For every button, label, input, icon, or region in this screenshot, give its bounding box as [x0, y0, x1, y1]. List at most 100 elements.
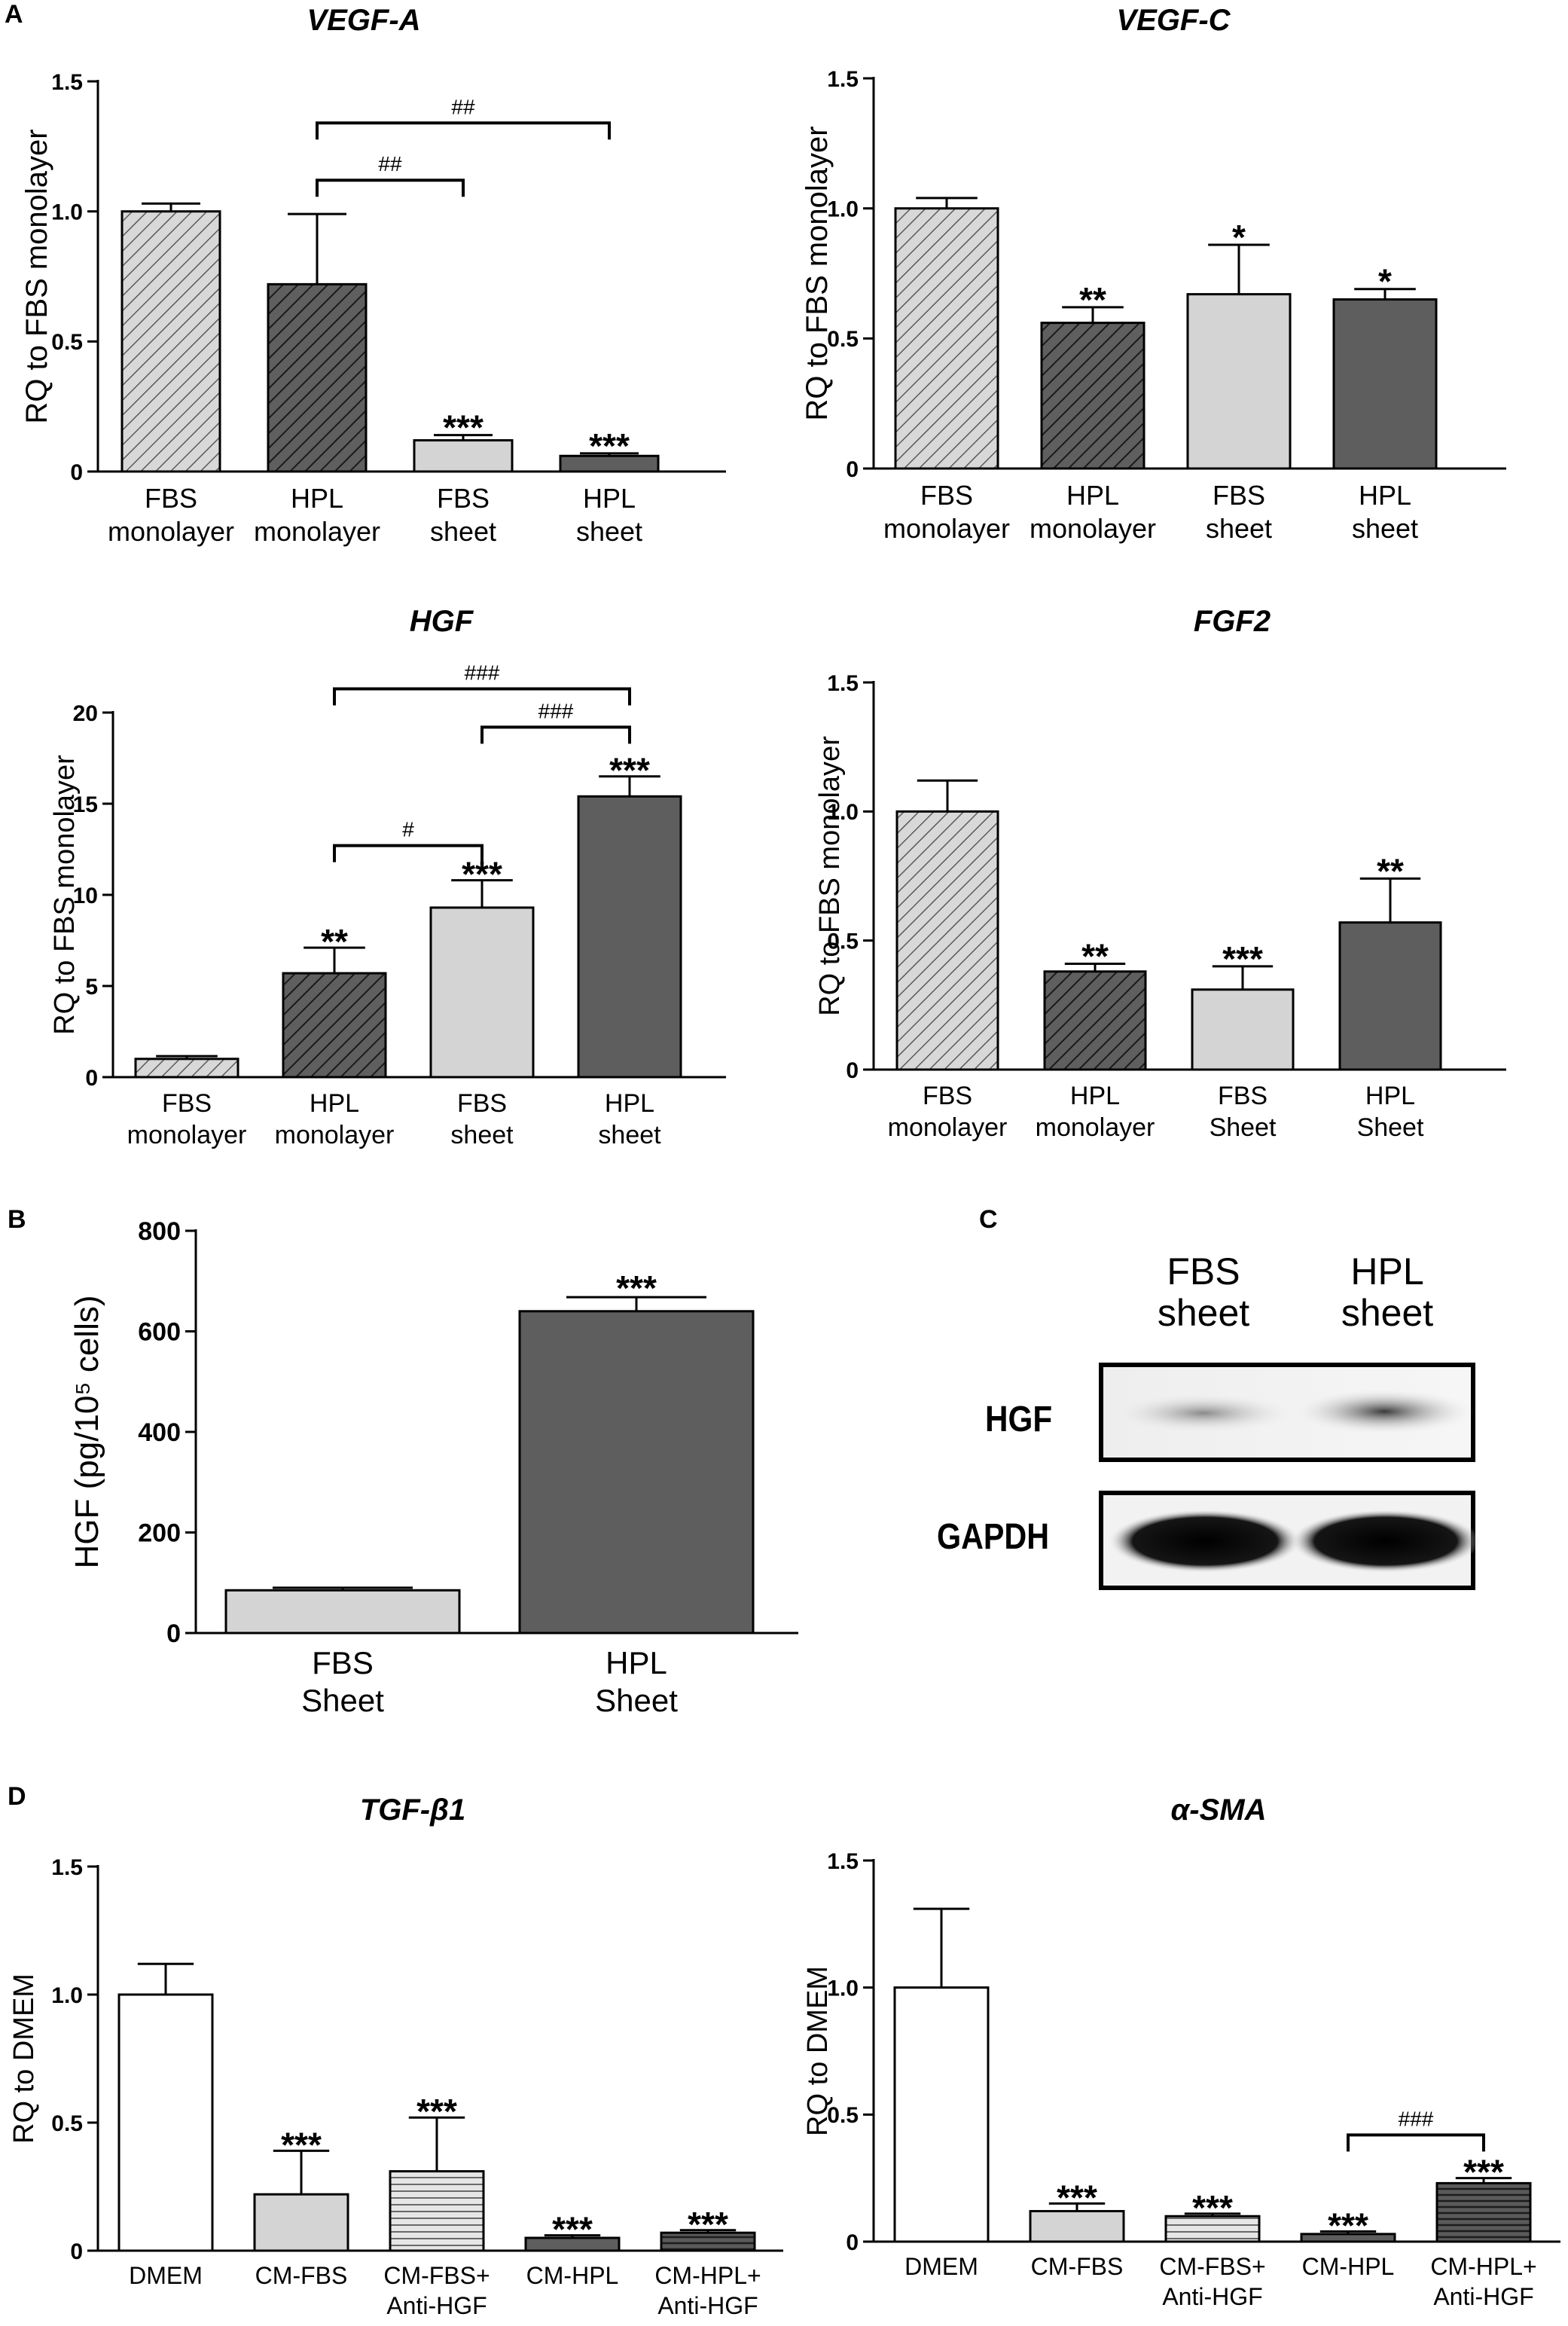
vegfc-category-label: monolayer	[1030, 513, 1156, 544]
hgf-title: HGF	[410, 605, 474, 638]
asma-category-label: CM-HPL+	[1430, 2253, 1536, 2280]
panel-label-d: D	[8, 1782, 26, 1811]
hgf-significance-star: **	[321, 922, 348, 961]
vegfc-category-label: FBS	[1213, 480, 1265, 511]
tgfb1-bar	[389, 2170, 485, 2252]
hgf-category-label: monolayer	[127, 1121, 247, 1149]
asma-y-label: RQ to DMEM	[802, 1966, 834, 2136]
vegfc-category-label: HPL	[1066, 480, 1119, 511]
hgf-y-tick-label: 5	[85, 975, 98, 1000]
vegfa-comparison-bracket	[316, 121, 611, 140]
asma-bar	[893, 1986, 990, 2243]
vegfa-significance-star: ***	[443, 408, 484, 447]
tgfb1-category-label: DMEM	[129, 2262, 203, 2289]
fgf2-category-label: HPL	[1070, 1082, 1120, 1110]
asma-significance-star: ***	[1192, 2188, 1233, 2227]
vegfa-category-label: monolayer	[108, 516, 234, 547]
tgfb1-y-tick-label: 0	[70, 2239, 83, 2264]
hgf-y-tick-label: 0	[85, 1066, 98, 1091]
vegfa-y-label: RQ to FBS monolayer	[20, 129, 53, 423]
hgf_elisa-category-label: Sheet	[595, 1683, 678, 1718]
vegfa-y-tick-label: 1.0	[51, 200, 83, 224]
asma-category-label: CM-FBS+	[1159, 2253, 1265, 2280]
hgf-y-tick-label: 20	[73, 701, 98, 726]
asma-significance-star: ***	[1057, 2178, 1097, 2217]
vegfa-category-label: sheet	[430, 516, 496, 547]
panel-label-a: A	[5, 0, 23, 29]
hgf-bracket-label: #	[402, 818, 414, 841]
asma-bar	[1435, 2181, 1532, 2243]
asma-y-tick-label: 1.5	[827, 1849, 859, 1874]
fgf2-bar	[1043, 970, 1147, 1071]
fgf2-y-tick-label: 0.5	[827, 929, 859, 954]
fgf2-category-label: FBS	[1218, 1082, 1268, 1110]
vegfa-bracket-label: ##	[378, 152, 402, 176]
vegfa-category-label: sheet	[576, 516, 642, 547]
asma-category-label: CM-HPL	[1302, 2253, 1395, 2280]
hgf_elisa-bar	[224, 1589, 461, 1635]
asma-bracket-label: ###	[1399, 2107, 1434, 2130]
vegfc-bar	[1040, 322, 1145, 470]
hgf-comparison-bracket	[333, 687, 631, 706]
wb-hgf-band-fbs	[1113, 1393, 1294, 1433]
vegfc-bar	[1332, 298, 1438, 470]
hgf-bar	[282, 972, 387, 1079]
asma-y-tick-label: 0.5	[827, 2103, 859, 2128]
charts-layer: VEGF-A00.51.01.5RQ to FBS monolayerFBSmo…	[8, 4, 1560, 2319]
asma-y-tick-label: 0	[846, 2230, 859, 2255]
vegfa-category-label: HPL	[291, 483, 343, 514]
hgf_elisa-category-label: HPL	[606, 1645, 667, 1680]
tgfb1-title: TGF-β1	[360, 1793, 465, 1827]
hgf-bar	[429, 906, 535, 1079]
hgf-significance-star: ***	[609, 751, 650, 790]
fgf2-category-label: monolayer	[1036, 1113, 1155, 1142]
hgf-bracket-label: ###	[465, 661, 500, 685]
wb-gapdh-band-hpl	[1291, 1509, 1481, 1573]
tgfb1-significance-star: ***	[688, 2205, 728, 2244]
tgfb1-category-label: Anti-HGF	[657, 2292, 758, 2319]
wb-column-fbs-line1: FBS	[1167, 1250, 1240, 1293]
vegfc-y-label: RQ to FBS monolayer	[801, 126, 834, 420]
asma-category-label: Anti-HGF	[1433, 2283, 1533, 2310]
hgf_elisa-bar	[518, 1310, 755, 1635]
vegfa-category-label: HPL	[583, 483, 636, 514]
hgf_elisa-y-label: HGF (pg/10⁵ cells)	[69, 1296, 105, 1569]
wb-gapdh-band-fbs	[1109, 1509, 1301, 1573]
hgf-category-label: sheet	[598, 1121, 661, 1149]
wb-row-label-gapdh: GAPDH	[937, 1516, 1049, 1557]
wb-column-fbs-line2: sheet	[1158, 1292, 1249, 1334]
hgf_elisa-category-label: FBS	[312, 1645, 374, 1680]
vegfa-bracket-label: ##	[451, 95, 475, 118]
hgf-comparison-bracket	[333, 844, 484, 862]
tgfb1-y-tick-label: 1.5	[51, 1855, 83, 1880]
panel-label-c: C	[979, 1205, 998, 1234]
western-blot: FBS sheet HPL sheet HGF GAPDH	[937, 1250, 1481, 1590]
tgfb1-y-label: RQ to DMEM	[8, 1973, 40, 2144]
hgf_elisa-y-tick-label: 200	[138, 1519, 181, 1548]
vegfa-category-label: FBS	[145, 483, 197, 514]
wb-column-hpl-line2: sheet	[1341, 1292, 1433, 1334]
asma-category-label: Anti-HGF	[1162, 2283, 1262, 2310]
hgf-comparison-bracket	[480, 725, 631, 744]
fgf2-significance-star: **	[1081, 937, 1109, 976]
asma-bar	[1029, 2210, 1125, 2243]
fgf2-significance-star: **	[1377, 851, 1404, 890]
fgf2-bar	[1191, 988, 1295, 1071]
fgf2-title: FGF2	[1194, 605, 1271, 638]
tgfb1-category-label: CM-HPL	[526, 2262, 619, 2289]
fgf2-category-label: HPL	[1365, 1082, 1415, 1110]
fgf2-significance-star: ***	[1222, 939, 1263, 978]
fgf2-bar	[1338, 921, 1442, 1071]
hgf-y-label: RQ to FBS monolayer	[49, 755, 81, 1035]
vegfc-y-tick-label: 0	[846, 457, 859, 482]
vegfc-title: VEGF-C	[1116, 4, 1231, 37]
hgf-bar	[577, 795, 682, 1079]
asma-category-label: DMEM	[904, 2253, 978, 2280]
tgfb1-significance-star: ***	[281, 2125, 322, 2164]
fgf2-category-label: monolayer	[888, 1113, 1008, 1142]
hgf-category-label: HPL	[605, 1089, 654, 1118]
vegfc-y-tick-label: 0.5	[827, 327, 859, 352]
tgfb1-bar	[253, 2193, 349, 2252]
hgf-category-label: FBS	[162, 1089, 212, 1118]
vegfa-comparison-bracket	[316, 179, 465, 197]
